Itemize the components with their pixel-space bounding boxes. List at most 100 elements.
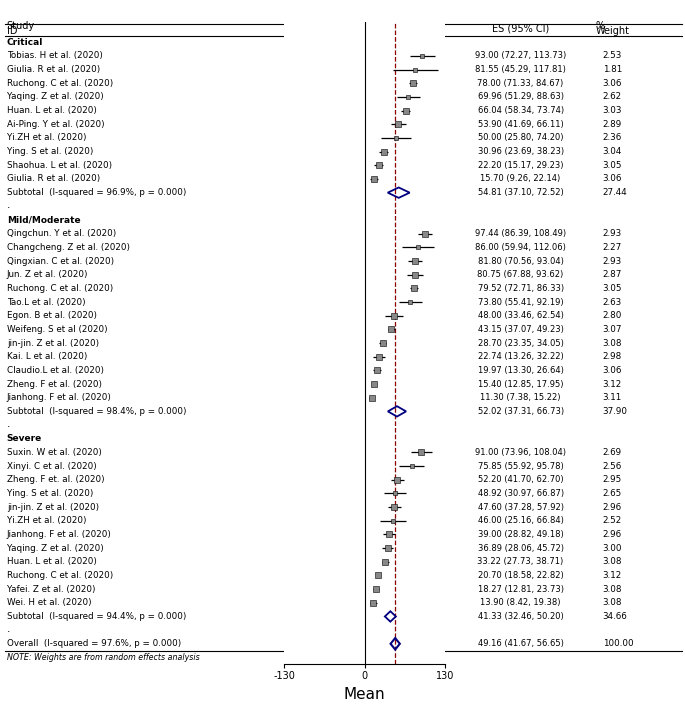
- Text: 3.00: 3.00: [603, 544, 622, 552]
- Text: 49.16 (41.67, 56.65): 49.16 (41.67, 56.65): [477, 640, 564, 648]
- Text: Ying. S et al. (2020): Ying. S et al. (2020): [7, 147, 93, 156]
- Text: 2.52: 2.52: [603, 516, 622, 525]
- Text: 2.95: 2.95: [603, 476, 622, 484]
- Text: 97.44 (86.39, 108.49): 97.44 (86.39, 108.49): [475, 229, 566, 238]
- Text: Yi.ZH et al. (2020): Yi.ZH et al. (2020): [7, 516, 86, 525]
- Text: Weight: Weight: [596, 26, 630, 36]
- Text: Subtotal  (I-squared = 98.4%, p = 0.000): Subtotal (I-squared = 98.4%, p = 0.000): [7, 407, 186, 416]
- Text: Egon. B et al. (2020): Egon. B et al. (2020): [7, 311, 97, 320]
- Text: Claudio.L et al. (2020): Claudio.L et al. (2020): [7, 366, 104, 375]
- Text: 3.06: 3.06: [603, 79, 622, 88]
- Text: 34.66: 34.66: [603, 612, 627, 621]
- Text: 15.40 (12.85, 17.95): 15.40 (12.85, 17.95): [478, 380, 563, 388]
- Text: jin-jin. Z et al. (2020): jin-jin. Z et al. (2020): [7, 502, 99, 512]
- Text: 48.00 (33.46, 62.54): 48.00 (33.46, 62.54): [477, 311, 564, 320]
- Text: 2.62: 2.62: [603, 92, 622, 102]
- Text: 13.90 (8.42, 19.38): 13.90 (8.42, 19.38): [480, 598, 561, 607]
- Text: 1.81: 1.81: [603, 65, 622, 74]
- Text: Overall  (I-squared = 97.6%, p = 0.000): Overall (I-squared = 97.6%, p = 0.000): [7, 640, 181, 648]
- Text: 81.80 (70.56, 93.04): 81.80 (70.56, 93.04): [477, 256, 564, 266]
- Text: Kai. L et al. (2020): Kai. L et al. (2020): [7, 352, 87, 362]
- Text: 54.81 (37.10, 72.52): 54.81 (37.10, 72.52): [477, 188, 564, 197]
- Text: 27.44: 27.44: [603, 188, 627, 197]
- Text: 3.11: 3.11: [603, 393, 622, 402]
- Text: 2.65: 2.65: [603, 489, 622, 498]
- Text: 86.00 (59.94, 112.06): 86.00 (59.94, 112.06): [475, 242, 566, 252]
- Text: 3.05: 3.05: [603, 284, 622, 293]
- Text: 18.27 (12.81, 23.73): 18.27 (12.81, 23.73): [477, 584, 564, 594]
- Text: Severe: Severe: [7, 434, 42, 444]
- Text: 2.89: 2.89: [603, 120, 622, 129]
- Text: Huan. L et al. (2020): Huan. L et al. (2020): [7, 106, 97, 115]
- Text: %: %: [596, 21, 605, 31]
- Text: 3.08: 3.08: [603, 338, 622, 348]
- Text: 91.00 (73.96, 108.04): 91.00 (73.96, 108.04): [475, 448, 566, 457]
- Text: 3.07: 3.07: [603, 325, 622, 334]
- Text: 3.08: 3.08: [603, 558, 622, 566]
- Text: 2.80: 2.80: [603, 311, 622, 320]
- Text: .: .: [7, 200, 10, 210]
- Text: Qingxian. C et al. (2020): Qingxian. C et al. (2020): [7, 256, 114, 266]
- Text: 2.87: 2.87: [603, 270, 622, 280]
- Text: 2.56: 2.56: [603, 462, 622, 470]
- Text: 36.89 (28.06, 45.72): 36.89 (28.06, 45.72): [477, 544, 564, 552]
- Text: 50.00 (25.80, 74.20): 50.00 (25.80, 74.20): [478, 134, 563, 142]
- Text: Suxin. W et al. (2020): Suxin. W et al. (2020): [7, 448, 102, 457]
- Text: Qingchun. Y et al. (2020): Qingchun. Y et al. (2020): [7, 229, 116, 238]
- Text: 53.90 (41.69, 66.11): 53.90 (41.69, 66.11): [477, 120, 564, 129]
- Text: Yi.ZH et al. (2020): Yi.ZH et al. (2020): [7, 134, 86, 142]
- Text: 37.90: 37.90: [603, 407, 627, 416]
- Text: Ying. S et al. (2020): Ying. S et al. (2020): [7, 489, 93, 498]
- Text: 2.93: 2.93: [603, 256, 622, 266]
- Text: 43.15 (37.07, 49.23): 43.15 (37.07, 49.23): [477, 325, 564, 334]
- Text: 3.08: 3.08: [603, 598, 622, 607]
- Text: 2.96: 2.96: [603, 530, 622, 539]
- X-axis label: Mean: Mean: [344, 687, 386, 702]
- Text: 69.96 (51.29, 88.63): 69.96 (51.29, 88.63): [477, 92, 564, 102]
- Text: 3.03: 3.03: [603, 106, 622, 115]
- Text: 2.93: 2.93: [603, 229, 622, 238]
- Text: .: .: [7, 624, 10, 634]
- Text: Yaqing. Z et al. (2020): Yaqing. Z et al. (2020): [7, 544, 103, 552]
- Text: Study: Study: [7, 21, 35, 31]
- Text: 2.98: 2.98: [603, 352, 622, 362]
- Text: 2.69: 2.69: [603, 448, 622, 457]
- Text: Shaohua. L et al. (2020): Shaohua. L et al. (2020): [7, 161, 112, 170]
- Text: 3.12: 3.12: [603, 380, 622, 388]
- Text: 78.00 (71.33, 84.67): 78.00 (71.33, 84.67): [477, 79, 564, 88]
- Text: 52.02 (37.31, 66.73): 52.02 (37.31, 66.73): [477, 407, 564, 416]
- Text: 3.12: 3.12: [603, 571, 622, 580]
- Text: 52.20 (41.70, 62.70): 52.20 (41.70, 62.70): [478, 476, 563, 484]
- Text: 2.63: 2.63: [603, 298, 622, 306]
- Text: 93.00 (72.27, 113.73): 93.00 (72.27, 113.73): [475, 52, 566, 60]
- Text: 80.75 (67.88, 93.62): 80.75 (67.88, 93.62): [477, 270, 564, 280]
- Text: 100.00: 100.00: [603, 640, 634, 648]
- Text: 79.52 (72.71, 86.33): 79.52 (72.71, 86.33): [477, 284, 564, 293]
- Text: 33.22 (27.73, 38.71): 33.22 (27.73, 38.71): [477, 558, 564, 566]
- Text: ES (95% CI): ES (95% CI): [492, 24, 549, 33]
- Text: Giulia. R et al. (2020): Giulia. R et al. (2020): [7, 174, 100, 184]
- Text: Huan. L et al. (2020): Huan. L et al. (2020): [7, 558, 97, 566]
- Text: Subtotal  (I-squared = 96.9%, p = 0.000): Subtotal (I-squared = 96.9%, p = 0.000): [7, 188, 186, 197]
- Text: jin-jin. Z et al. (2020): jin-jin. Z et al. (2020): [7, 338, 99, 348]
- Text: Jianhong. F et al. (2020): Jianhong. F et al. (2020): [7, 393, 112, 402]
- Text: 48.92 (30.97, 66.87): 48.92 (30.97, 66.87): [477, 489, 564, 498]
- Text: Changcheng. Z et al. (2020): Changcheng. Z et al. (2020): [7, 242, 130, 252]
- Text: .: .: [7, 419, 10, 428]
- Text: 2.36: 2.36: [603, 134, 622, 142]
- Text: Ruchong. C et al. (2020): Ruchong. C et al. (2020): [7, 284, 113, 293]
- Text: 3.06: 3.06: [603, 366, 622, 375]
- Text: 30.96 (23.69, 38.23): 30.96 (23.69, 38.23): [477, 147, 564, 156]
- Text: 3.05: 3.05: [603, 161, 622, 170]
- Text: Subtotal  (I-squared = 94.4%, p = 0.000): Subtotal (I-squared = 94.4%, p = 0.000): [7, 612, 186, 621]
- Text: 2.96: 2.96: [603, 502, 622, 512]
- Text: Yafei. Z et al. (2020): Yafei. Z et al. (2020): [7, 584, 95, 594]
- Text: Weifeng. S et al (2020): Weifeng. S et al (2020): [7, 325, 108, 334]
- Text: 20.70 (18.58, 22.82): 20.70 (18.58, 22.82): [477, 571, 564, 580]
- Text: Tobias. H et al. (2020): Tobias. H et al. (2020): [7, 52, 103, 60]
- Text: 3.06: 3.06: [603, 174, 622, 184]
- Text: 22.74 (13.26, 32.22): 22.74 (13.26, 32.22): [477, 352, 564, 362]
- Text: 39.00 (28.82, 49.18): 39.00 (28.82, 49.18): [477, 530, 564, 539]
- Text: Yaqing. Z et al. (2020): Yaqing. Z et al. (2020): [7, 92, 103, 102]
- Text: 46.00 (25.16, 66.84): 46.00 (25.16, 66.84): [477, 516, 564, 525]
